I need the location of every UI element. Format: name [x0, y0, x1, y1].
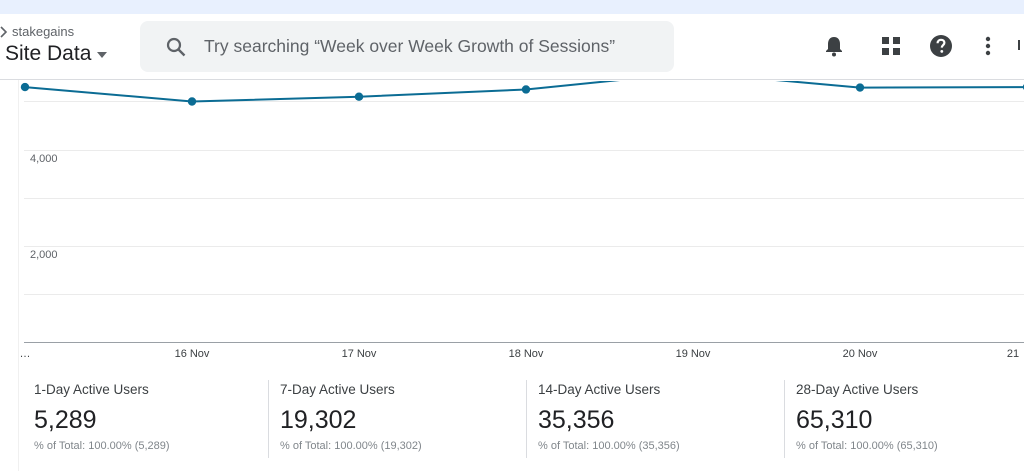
bell-icon [826, 37, 842, 57]
app-header: stakegains Site Data Try searching “Week… [0, 14, 1024, 80]
x-axis-line [24, 342, 1024, 343]
x-tick-label: 17 Nov [341, 348, 377, 360]
metric-value: 5,289 [34, 406, 97, 434]
metric-value: 35,356 [538, 406, 615, 434]
breadcrumb-account: stakegains [12, 24, 75, 39]
metric-divider [784, 380, 785, 458]
y-tick-label: 4,000 [30, 153, 58, 165]
metric-value: 19,302 [280, 406, 357, 434]
metric-7-day[interactable]: 7-Day Active Users 19,302 % of Total: 10… [268, 380, 526, 462]
metric-total: % of Total: 100.00% (5,289) [34, 440, 170, 452]
metric-label: 28-Day Active Users [796, 382, 919, 397]
x-tick-label: 20 Nov [842, 348, 878, 360]
chart-card [18, 80, 1024, 471]
search-placeholder: Try searching “Week over Week Growth of … [204, 36, 616, 56]
help-button[interactable] [929, 34, 953, 58]
metric-divider [526, 380, 527, 458]
metric-divider [268, 380, 269, 458]
gridline [24, 150, 1024, 151]
metric-1-day[interactable]: 1-Day Active Users 5,289 % of Total: 100… [18, 380, 268, 462]
more-options-button[interactable] [976, 34, 1000, 58]
metric-label: 7-Day Active Users [280, 382, 395, 397]
page-title: Site Data [5, 42, 92, 65]
search-input[interactable]: Try searching “Week over Week Growth of … [140, 21, 674, 72]
metric-total: % of Total: 100.00% (19,302) [280, 440, 422, 452]
more-vert-icon [985, 36, 991, 56]
partial-icon [1018, 40, 1020, 50]
apps-button[interactable] [879, 34, 903, 58]
x-tick-label: 18 Nov [508, 348, 544, 360]
breadcrumb[interactable]: stakegains [0, 24, 74, 39]
x-tick-label: 16 Nov [174, 348, 210, 360]
gridline [24, 246, 1024, 247]
x-tick-label: … [19, 348, 31, 360]
browser-top-strip [0, 0, 1024, 14]
gridline [24, 101, 1024, 102]
notifications-button[interactable] [822, 34, 846, 58]
metric-label: 1-Day Active Users [34, 382, 149, 397]
metric-total: % of Total: 100.00% (35,356) [538, 440, 680, 452]
chevron-right-icon [0, 25, 8, 38]
x-tick-label: 19 Nov [675, 348, 711, 360]
property-selector[interactable]: Site Data [5, 42, 108, 66]
caret-down-icon [97, 52, 108, 58]
metric-total: % of Total: 100.00% (65,310) [796, 440, 938, 452]
metric-14-day[interactable]: 14-Day Active Users 35,356 % of Total: 1… [526, 380, 784, 462]
y-tick-label: 2,000 [30, 249, 58, 261]
help-icon [930, 35, 952, 57]
gridline [24, 294, 1024, 295]
metric-label: 14-Day Active Users [538, 382, 661, 397]
metric-28-day[interactable]: 28-Day Active Users 65,310 % of Total: 1… [784, 380, 1024, 462]
x-tick-label: 21 [1006, 348, 1020, 360]
search-icon [166, 37, 186, 57]
metric-value: 65,310 [796, 406, 873, 434]
apps-grid-icon [882, 37, 900, 55]
account-button[interactable] [1016, 34, 1024, 58]
gridline [24, 198, 1024, 199]
